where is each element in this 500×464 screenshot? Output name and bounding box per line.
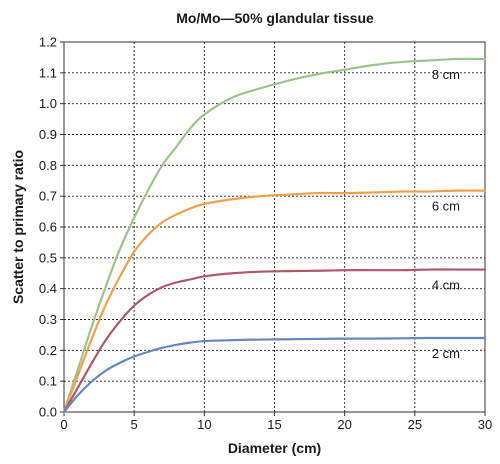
axis-ticks: 0 5 10 15 20 25 30 0.0 0.1 0.2 0.3 0.4 0.5 0.6 0.7 0.8 0… <box>39 35 492 433</box>
y-tick-label: 0.3 <box>39 312 57 327</box>
series-lines <box>62 57 487 414</box>
y-tick-label: 0.8 <box>39 158 57 173</box>
series-label-6-cm: 6 cm <box>432 199 460 214</box>
y-tick-label: 0.5 <box>39 250 57 265</box>
x-axis-label: Diameter (cm) <box>228 440 321 456</box>
series-label-4-cm: 4 cm <box>432 278 460 293</box>
y-tick-label: 0.9 <box>39 127 57 142</box>
series-label-2-cm: 2 cm <box>432 346 460 361</box>
x-tick-label: 20 <box>337 417 351 432</box>
y-tick-label: 0.6 <box>39 220 57 235</box>
x-tick-label: 15 <box>267 417 281 432</box>
y-tick-label: 0.1 <box>39 374 57 389</box>
chart-title: Mo/Mo—50% glandular tissue <box>176 10 374 26</box>
series-labels: 8 cm 6 cm 4 cm 2 cm <box>432 67 460 361</box>
grid-lines <box>64 42 485 412</box>
x-tick-label: 30 <box>478 417 492 432</box>
x-tick-label: 25 <box>408 417 422 432</box>
y-tick-label: 0.7 <box>39 189 57 204</box>
series-line-2-cm <box>62 336 487 414</box>
series-line-6-cm <box>62 189 487 414</box>
y-tick-label: 0.2 <box>39 343 57 358</box>
y-tick-label: 0.0 <box>39 405 57 420</box>
series-line-4-cm <box>62 268 487 414</box>
y-tick-label: 0.4 <box>39 281 57 296</box>
series-label-8-cm: 8 cm <box>432 67 460 82</box>
y-tick-label: 1.0 <box>39 96 57 111</box>
x-tick-label: 10 <box>197 417 211 432</box>
y-axis-label: Scatter to primary ratio <box>10 150 26 304</box>
x-tick-label: 0 <box>60 417 67 432</box>
x-tick-label: 5 <box>131 417 138 432</box>
series-line-8-cm <box>62 57 487 414</box>
y-tick-label: 1.2 <box>39 35 57 50</box>
y-tick-label: 1.1 <box>39 65 57 80</box>
